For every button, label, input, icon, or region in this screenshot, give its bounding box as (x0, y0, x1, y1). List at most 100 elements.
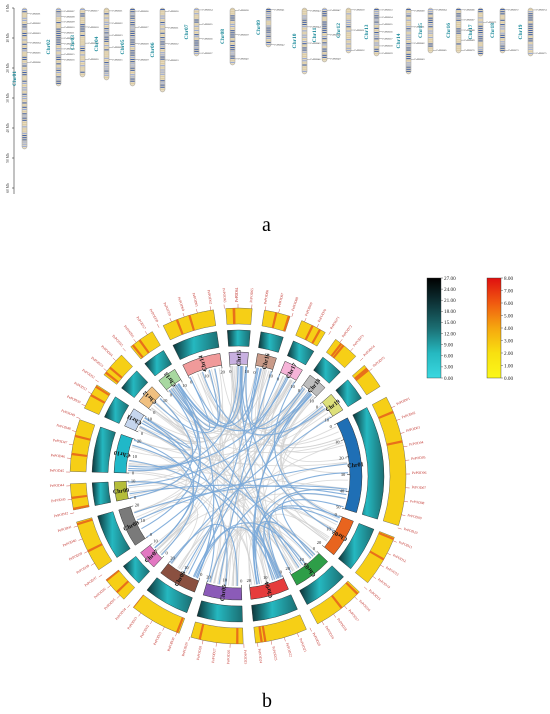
density-band (322, 21, 327, 23)
gene-tick (316, 324, 319, 328)
heat-stripe (345, 581, 359, 595)
density-band (130, 26, 135, 28)
density-band (160, 11, 165, 13)
density-band (160, 34, 165, 36)
density-band (456, 47, 461, 49)
density-band (346, 21, 351, 23)
gene-name: PePOD41 (57, 525, 72, 533)
gene-tick (169, 317, 172, 322)
density-band (130, 15, 135, 17)
density-band (56, 50, 61, 52)
density-band (500, 11, 505, 13)
chromosome-tick-label: 0 (166, 551, 169, 556)
density-band (428, 28, 433, 30)
density-band (478, 27, 483, 29)
chromosome-chr18: Chr18 PePOD72 PePOD73 (490, 7, 520, 54)
grey-link (198, 528, 256, 585)
gene-name: PePOD65 (249, 288, 254, 303)
density-band (22, 80, 27, 82)
density-band (130, 17, 135, 19)
density-band (428, 49, 433, 51)
density-band (22, 82, 27, 84)
circos-chromosome-chr01: 0 10 20 30 40 50 Chr01 (330, 396, 407, 526)
gene-tick (112, 357, 116, 361)
density-band (528, 9, 533, 11)
density-band (230, 40, 235, 42)
density-band (374, 48, 379, 50)
chromosome-tick-label: 10 (148, 417, 153, 422)
chromosome-label: Chr14 (396, 33, 402, 48)
chromosome-tick-label: 10 (153, 538, 158, 543)
density-band (456, 32, 461, 34)
chromosome-tick (279, 372, 281, 376)
gene-tick (188, 636, 191, 641)
chromosome-tick-label: 0 (153, 410, 156, 415)
density-band (80, 26, 85, 28)
density-band (104, 49, 109, 51)
density-band (104, 42, 109, 45)
grey-link (211, 369, 295, 571)
density-band (302, 53, 307, 55)
density-band (528, 52, 533, 55)
heat-stripe (74, 434, 91, 441)
chromosome-tick (143, 415, 147, 418)
density-band (406, 19, 411, 21)
gene-name: PePOD08 (410, 499, 425, 505)
chromosome-tick (303, 562, 307, 566)
density-band (374, 13, 379, 15)
density-band (130, 35, 135, 37)
density-band (56, 30, 61, 32)
density-band (130, 50, 135, 52)
density-band (160, 45, 165, 47)
duplication-link (245, 366, 334, 532)
chromosome-chr03: Chr03 PePOD17 PePOD18 PePOD19 PePOD20 (70, 7, 99, 78)
density-band (80, 41, 85, 43)
density-band (130, 80, 135, 82)
legend-tick-label: 1.00 (504, 363, 513, 369)
density-band (56, 69, 61, 71)
gene-label: PePOD73 (509, 49, 520, 52)
density-band (194, 23, 199, 25)
density-band (500, 34, 505, 36)
density-band (130, 58, 135, 61)
chromosome-tick (130, 505, 134, 507)
density-band (130, 61, 135, 63)
density-band (80, 24, 85, 26)
density-band (302, 9, 307, 11)
density-band (56, 67, 61, 69)
density-band (230, 28, 235, 30)
gene-name: PePOD38 (76, 564, 91, 575)
density-band (374, 32, 379, 34)
density-band (302, 41, 307, 43)
density-band (500, 32, 505, 34)
chromosome-tick (148, 408, 152, 411)
density-band (500, 17, 505, 19)
density-band (22, 137, 27, 139)
gene-name: PePOD18 (336, 617, 348, 631)
density-band (22, 13, 27, 15)
gene-name: PePOD17 (348, 609, 360, 623)
density-band (478, 21, 483, 23)
density-band (80, 58, 85, 60)
density-band (160, 41, 165, 43)
density-band (104, 47, 109, 49)
density-band (22, 128, 27, 130)
density-band (56, 74, 61, 76)
density-band (478, 44, 483, 46)
scale-tick-label: 60 Mb (6, 183, 10, 193)
gene-label: PePOD06 (31, 61, 42, 64)
density-band (22, 58, 27, 61)
chromosome-tick-label: 0 (190, 380, 193, 385)
density-band (230, 36, 235, 38)
density-band (478, 52, 483, 55)
chromosome-label: Chr02 (46, 39, 52, 54)
gene-name: PePOD37 (84, 576, 98, 588)
density-band (130, 24, 135, 26)
density-band (194, 17, 199, 19)
chromosome-tick-label: 0 (229, 369, 232, 374)
density-band (130, 74, 135, 76)
density-band (528, 38, 533, 40)
density-band (230, 13, 235, 15)
heat-stripe (71, 452, 88, 458)
density-band (302, 26, 307, 28)
